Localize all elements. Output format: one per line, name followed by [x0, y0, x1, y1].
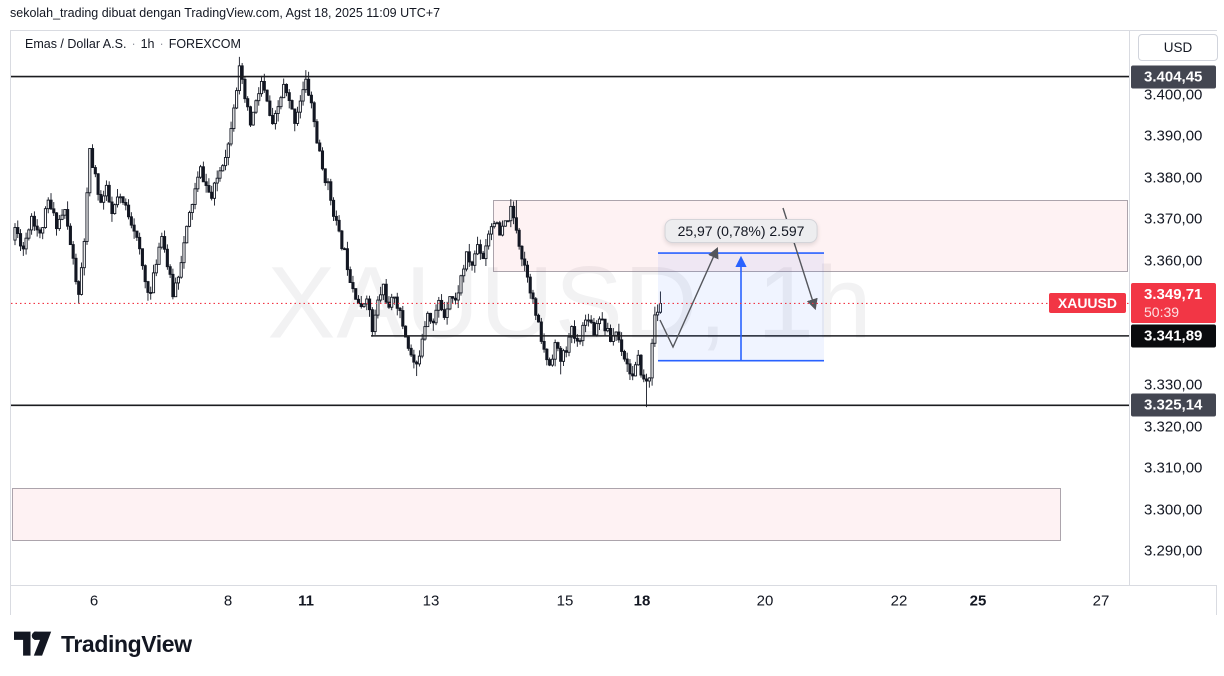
chart-frame: Emas / Dollar A.S. · 1h · FOREXCOM XAUUSD, 1…	[10, 30, 1218, 615]
time-label: 20	[756, 592, 774, 609]
legend-interval[interactable]: 1h	[140, 37, 155, 51]
attribution-text: sekolah_trading dibuat dengan TradingVie…	[10, 6, 441, 20]
price-badge: 3.325,14	[1131, 393, 1216, 417]
price-badge: 3.404,45	[1131, 65, 1216, 89]
price-tick: 3.290,00	[1144, 542, 1203, 560]
legend-separator: ·	[131, 37, 136, 51]
price-axis[interactable]: USD 3.400,00 3.390,00 3.380,00 3.370,00 3.36…	[1129, 31, 1218, 585]
time-label: 25	[969, 592, 987, 609]
time-label: 6	[89, 592, 99, 609]
price-tick: 3.380,00	[1144, 169, 1203, 187]
currency-button[interactable]: USD	[1138, 34, 1218, 61]
chart-pane[interactable]: Emas / Dollar A.S. · 1h · FOREXCOM XAUUSD, 1…	[11, 31, 1129, 585]
price-tick: 3.370,00	[1144, 210, 1203, 228]
time-label: 18	[633, 592, 651, 609]
price-badge: 3.341,89	[1131, 324, 1216, 348]
legend-separator: ·	[159, 37, 164, 51]
price-tick: 3.330,00	[1144, 376, 1203, 394]
symbol-legend[interactable]: Emas / Dollar A.S. · 1h · FOREXCOM	[25, 37, 241, 51]
drawings-layer	[11, 75, 1129, 407]
time-label: 22	[890, 592, 908, 609]
legend-title[interactable]: Emas / Dollar A.S.	[25, 37, 127, 51]
price-badge: 3.349,71 50:39	[1131, 283, 1216, 324]
price-tick: 3.390,00	[1144, 127, 1203, 145]
candles-layer	[13, 56, 662, 408]
price-tick: 3.320,00	[1144, 418, 1203, 436]
price-tick: 3.400,00	[1144, 86, 1203, 104]
candlestick-chart	[13, 56, 662, 408]
tradingview-logo-text: TradingView	[61, 630, 192, 657]
projection-up-arrow[interactable]	[659, 246, 719, 349]
measure-tool-label[interactable]: 25,97 (0,78%) 2.597	[664, 219, 818, 243]
time-axis[interactable]: 6 8 11 13 15 18 20 22 25 27	[11, 585, 1216, 615]
time-label: 8	[223, 592, 233, 609]
time-label: 15	[556, 592, 574, 609]
price-tick: 3.310,00	[1144, 459, 1203, 477]
time-label: 11	[298, 592, 314, 609]
countdown-timer[interactable]: 50:39	[1144, 304, 1180, 321]
demand-zone[interactable]	[12, 487, 1061, 542]
time-label: 13	[422, 592, 440, 609]
tradingview-logo-icon	[14, 631, 52, 656]
legend-exchange: FOREXCOM	[168, 37, 241, 51]
price-tick: 3.360,00	[1144, 252, 1203, 270]
tradingview-footer[interactable]: TradingView	[14, 629, 192, 659]
time-label: 27	[1092, 592, 1110, 609]
price-tick: 3.300,00	[1144, 501, 1203, 518]
symbol-price-label: XAUUSD	[1048, 293, 1126, 314]
